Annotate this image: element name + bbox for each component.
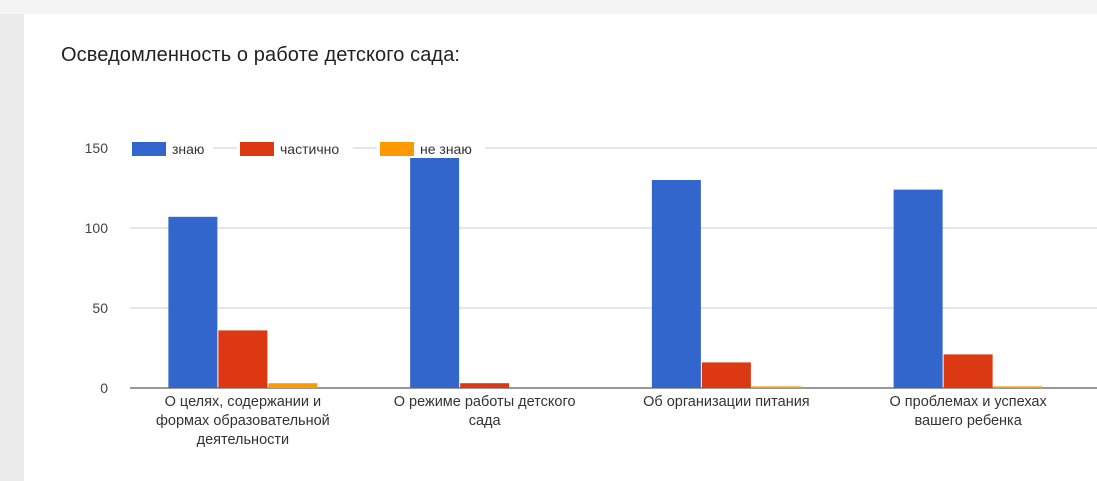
bar-частично-3: [701, 362, 751, 388]
legend-label-не-знаю: не знаю: [420, 141, 472, 157]
y-tick-label: 0: [100, 380, 108, 396]
x-tick-label: О целях, содержании и: [165, 394, 322, 410]
bar-частично-4: [943, 354, 993, 388]
legend-swatch-знаю: [132, 142, 166, 156]
x-tick-label: сада: [469, 413, 502, 429]
legend-label-знаю: знаю: [172, 141, 204, 157]
y-tick-label: 50: [92, 300, 108, 316]
bar-знаю-3: [651, 180, 701, 388]
top-strip: [0, 0, 1097, 14]
bar-частично-1: [218, 330, 268, 388]
x-tick-label: О режиме работы детского: [394, 394, 576, 410]
legend-swatch-не-знаю: [380, 142, 414, 156]
bar-частично-2: [460, 383, 510, 388]
chart-title: Осведомленность о работе детского сада:: [61, 44, 461, 66]
x-tick-label: формах образовательной: [156, 413, 330, 429]
y-tick-label: 150: [85, 140, 109, 156]
x-tick-label: О проблемах и успехах: [890, 394, 1048, 410]
bar-знаю-2: [410, 157, 460, 388]
x-tick-label: Об организации питания: [643, 394, 810, 410]
y-tick-label: 100: [85, 220, 109, 236]
bar-не-знаю-3: [751, 386, 801, 388]
x-tick-label: вашего ребенка: [914, 413, 1022, 429]
x-tick-label: деятельности: [197, 432, 290, 448]
legend-swatch-частично: [240, 142, 274, 156]
bar-не-знаю-1: [268, 383, 318, 388]
legend-label-частично: частично: [280, 141, 339, 157]
bar-знаю-4: [893, 189, 943, 388]
bar-знаю-1: [168, 216, 218, 388]
bar-не-знаю-4: [993, 386, 1043, 388]
